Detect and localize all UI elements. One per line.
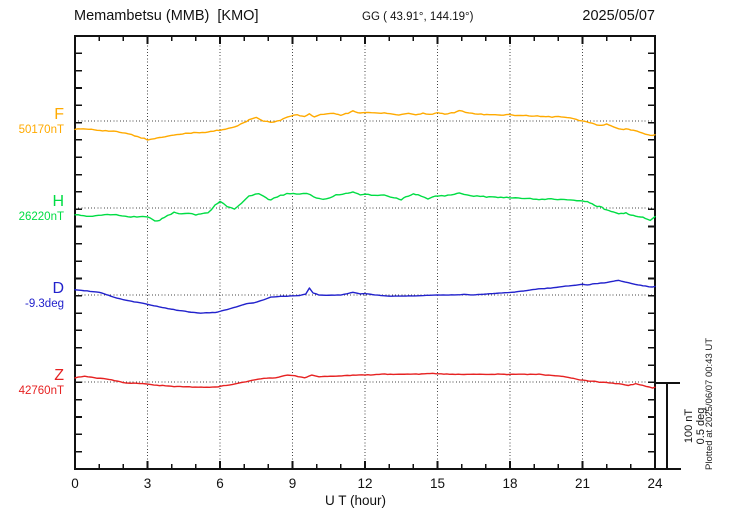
- plot-date: 2025/05/07: [582, 8, 655, 24]
- x-tick-label: 6: [216, 476, 224, 491]
- x-tick-label: 21: [574, 476, 591, 491]
- channel-label-Z: Z: [54, 367, 64, 384]
- channel-label-D: D: [52, 280, 64, 297]
- trace-H: [74, 191, 656, 222]
- channel-value-F: 50170nT: [18, 124, 64, 136]
- trace-D: [74, 279, 656, 314]
- channel-value-Z: 42760nT: [18, 385, 64, 397]
- geographic-coords: GG ( 43.91°, 144.19°): [362, 11, 474, 23]
- trace-Z: [74, 372, 656, 389]
- x-tick-label: 9: [288, 476, 297, 491]
- station-title: Memambetsu (MMB) [KMO]: [74, 8, 259, 24]
- channel-value-H: 26220nT: [18, 211, 64, 223]
- x-tick-label: 18: [502, 476, 518, 491]
- channel-label-F: F: [54, 106, 64, 123]
- x-tick-label: 15: [429, 476, 446, 491]
- x-tick-label: 12: [357, 476, 373, 491]
- channel-label-H: H: [52, 193, 64, 210]
- channel-value-D: -9.3deg: [24, 298, 64, 310]
- x-tick-label: 3: [143, 476, 152, 491]
- x-tick-label: 0: [71, 476, 79, 491]
- trace-F: [74, 109, 656, 141]
- x-axis-title: U T (hour): [325, 493, 387, 508]
- x-tick-label: 24: [647, 476, 663, 491]
